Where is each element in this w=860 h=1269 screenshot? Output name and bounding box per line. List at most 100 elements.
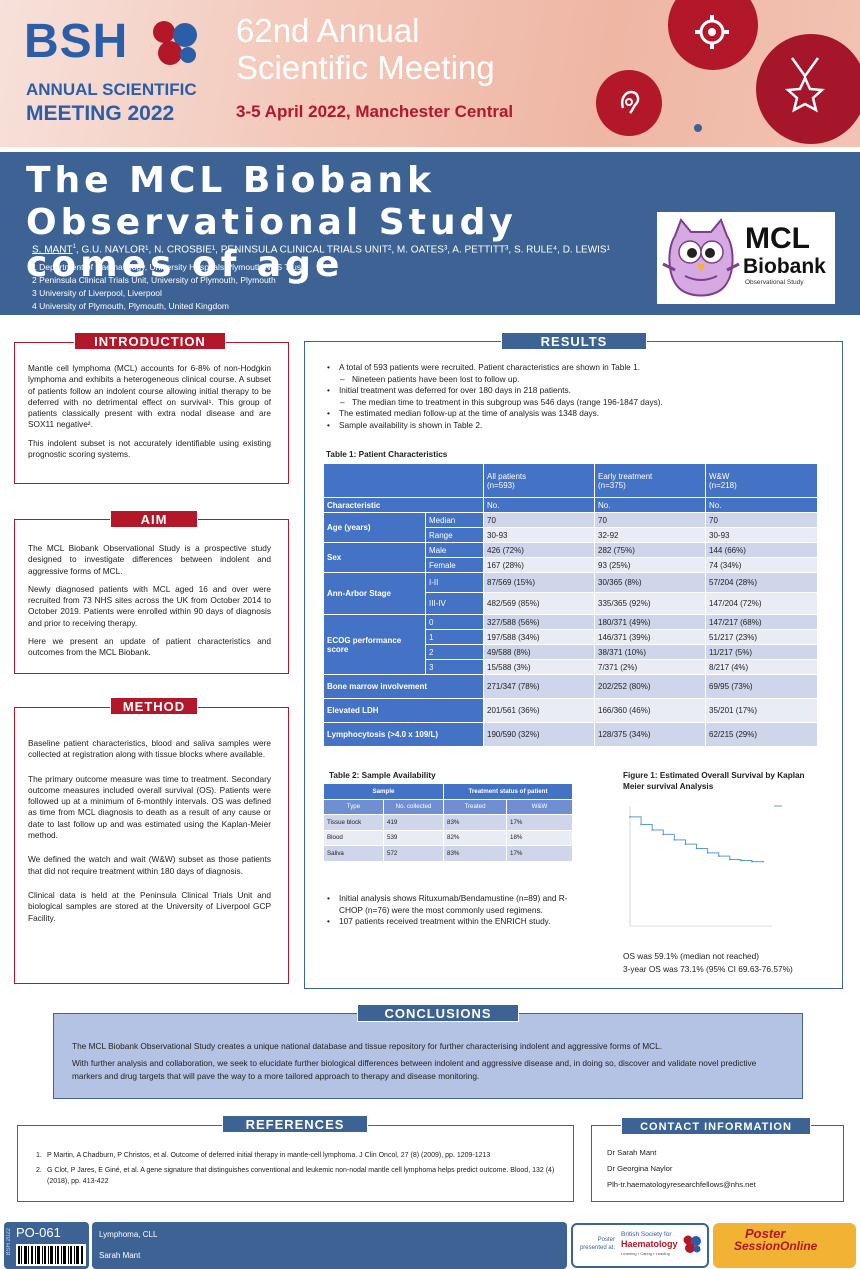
- reference-text: P Martin, A Chadburn, P Christos, et al.…: [47, 1152, 491, 1159]
- table-header-row: Sample Treatment status of patient: [323, 783, 573, 800]
- conclusions-section: [53, 1013, 803, 1099]
- conclusions-paragraph: The MCL Biobank Observational Study crea…: [72, 1041, 663, 1051]
- row-subheader: Female: [425, 557, 484, 573]
- affiliation: 2 Peninsula Clinical Trials Unit, Univer…: [32, 275, 276, 285]
- pso-logo-line2: SessionOnline: [734, 1239, 818, 1253]
- aim-paragraph: Here we present an update of patient cha…: [28, 636, 271, 658]
- table-cell: 83%: [443, 845, 507, 862]
- gear-icon: [695, 15, 729, 49]
- bsh-logo: BSH ANNUAL SCIENTIFIC MEETING 2022: [24, 14, 214, 134]
- table-cell: 17%: [506, 814, 573, 831]
- table-cell: 167 (28%): [483, 557, 595, 573]
- presenter-name: Sarah Mant: [99, 1251, 141, 1260]
- table-header-row: All patients (n=593) Early treatment (n=37…: [323, 463, 818, 498]
- table-cell: 11/217 (5%): [705, 644, 818, 660]
- table-cell: 93 (25%): [594, 557, 706, 573]
- table-cell: 144 (66%): [705, 542, 818, 558]
- table-row: 2 49/588 (8%) 38/371 (10%) 11/217 (5%): [324, 644, 818, 660]
- table-cell: 482/569 (85%): [483, 592, 595, 615]
- row-subheader: Male: [425, 542, 484, 558]
- table-cell: 74 (34%): [705, 557, 818, 573]
- table-cell: 82%: [443, 829, 507, 846]
- table-cell: 201/561 (36%): [483, 698, 595, 723]
- reference-text: G Clot, P Jares, E Giné, et al. A gene s…: [47, 1166, 555, 1185]
- bsh-droplet-small-icon: [683, 1235, 701, 1253]
- os-summary: OS was 59.1% (median not reached) 3-year…: [623, 950, 833, 975]
- author-list: S. MANT1, G.U. NAYLOR¹, N. CROSBIE¹, PEN…: [32, 244, 610, 255]
- table-cell: 83%: [443, 814, 507, 831]
- aim-paragraph: The MCL Biobank Observational Study is a…: [28, 543, 271, 576]
- introduction-heading: INTRODUCTION: [74, 332, 226, 350]
- year-tag: BSH 2022: [6, 1228, 12, 1256]
- survival-point: [751, 860, 753, 863]
- table-row: Bone marrow involvement 271/347 (78%) 20…: [323, 674, 818, 699]
- survival-point: [684, 843, 687, 846]
- table-subheader-row: Type No. collected Treated W&W: [323, 798, 573, 815]
- table-row: Saliva 572 83% 17%: [323, 845, 573, 862]
- meeting-title-line1: 62nd Annual: [236, 12, 420, 49]
- table-cell: 30-93: [483, 527, 595, 543]
- references-heading: REFERENCES: [222, 1115, 368, 1133]
- table-cell: 35/201 (17%): [705, 698, 818, 723]
- results-bullet: A total of 593 patients were recruited. …: [326, 362, 816, 374]
- table-cell: 30-93: [705, 527, 818, 543]
- method-paragraph: We defined the watch and wait (W&W) subs…: [28, 854, 271, 876]
- affiliation: 3 University of Liverpool, Liverpool: [32, 288, 162, 298]
- aim-paragraph: Newly diagnosed patients with MCL aged 1…: [28, 583, 271, 628]
- introduction-paragraph: This indolent subset is not accurately i…: [28, 437, 271, 460]
- survival-point: [762, 860, 765, 863]
- table-cell: 18%: [506, 829, 573, 846]
- row-subheader: III-IV: [425, 592, 484, 615]
- survival-point: [651, 829, 654, 831]
- meeting-title-line2: Scientific Meeting: [236, 49, 495, 86]
- survival-point: [673, 838, 676, 841]
- table-row: Ann-Arbor Stage I-II 87/569 (15%) 30/365…: [323, 572, 818, 615]
- table-cell: 7/371 (2%): [594, 659, 706, 675]
- table-cell: 202/252 (80%): [594, 674, 706, 699]
- table-cell: 8/217 (4%): [705, 659, 818, 675]
- contact-email[interactable]: Plh-tr.haematologyresearchfellows@nhs.ne…: [607, 1180, 756, 1189]
- table-cell: Blood: [323, 829, 384, 846]
- table-cell: 57/204 (28%): [705, 572, 818, 593]
- table-cell: 38/371 (10%): [594, 644, 706, 660]
- row-header: Lymphocytosis (>4.0 x 109/L): [323, 722, 484, 747]
- contact-heading: CONTACT INFORMATION: [621, 1117, 811, 1135]
- introduction-section: [14, 342, 289, 484]
- meeting-title: 62nd Annual Scientific Meeting: [236, 12, 495, 86]
- survival-curve: [630, 816, 764, 863]
- table-cell: 271/347 (78%): [483, 674, 595, 699]
- mcl-logo-tagline: Observational Study: [745, 279, 804, 286]
- category-panel: [92, 1222, 567, 1269]
- table2-caption: Table 2: Sample Availability: [329, 771, 436, 780]
- dot-decoration: [694, 124, 702, 132]
- table-row: Age (years) Median 70 70 70: [323, 512, 818, 543]
- table-cell: Saliva: [323, 845, 384, 862]
- table-row: III-IV 482/569 (85%) 335/365 (92%) 147/2…: [324, 592, 818, 615]
- regimen-bullet-list: Initial analysis shows Rituxumab/Bendamu…: [326, 893, 590, 928]
- aim-heading: AIM: [110, 510, 198, 528]
- table-row: Sex Male 426 (72%) 282 (75%) 144 (66%): [323, 542, 818, 573]
- table-header-blank: [323, 463, 484, 498]
- table-cell: 197/588 (34%): [483, 629, 595, 645]
- table-cell: 147/217 (68%): [705, 614, 818, 630]
- chart-background: [622, 796, 812, 941]
- mcl-biobank-logo: MCL Biobank Observational Study: [657, 212, 835, 304]
- column-header: Type: [323, 798, 384, 815]
- award-star-icon: [784, 57, 826, 113]
- sample-availability-table: Sample Treatment status of patient Type …: [323, 783, 573, 862]
- survival-point: [629, 816, 631, 818]
- table-row: Elevated LDH 201/561 (36%) 166/360 (46%)…: [323, 698, 818, 723]
- column-header-n: (n=593): [487, 480, 515, 490]
- survival-point: [740, 859, 742, 862]
- society-name-line1: British Society for: [621, 1231, 672, 1238]
- table-cell: 426 (72%): [483, 542, 595, 558]
- method-paragraph: Baseline patient characteristics, blood …: [28, 738, 271, 760]
- table-cell: 335/365 (92%): [594, 592, 706, 615]
- row-subheader: 0: [425, 614, 484, 630]
- poster-title: The MCL Biobank Observational Study come…: [26, 160, 517, 285]
- bsh-logo-year: MEETING 2022: [26, 102, 175, 125]
- column-header-label: Early treatment: [598, 471, 653, 481]
- results-bullet: Sample availability is shown in Table 2.: [326, 420, 816, 432]
- bsh-logo-text: BSH: [24, 15, 129, 68]
- aim-body: The MCL Biobank Observational Study is a…: [28, 543, 271, 666]
